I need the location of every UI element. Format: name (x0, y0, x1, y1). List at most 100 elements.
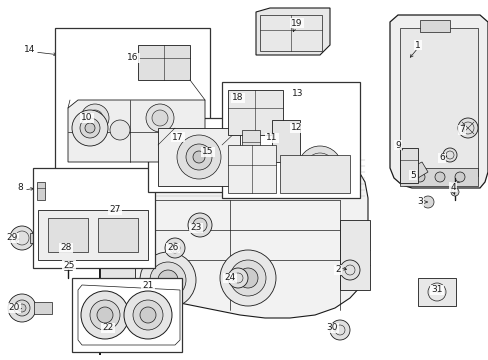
Circle shape (329, 320, 349, 340)
Bar (399, 28, 477, 176)
Text: 5: 5 (409, 171, 415, 180)
Text: 29: 29 (6, 234, 18, 243)
Circle shape (177, 135, 221, 179)
Text: 30: 30 (325, 324, 337, 333)
Text: 14: 14 (24, 45, 36, 54)
Circle shape (14, 300, 30, 316)
Circle shape (297, 146, 341, 190)
Text: 19: 19 (291, 18, 302, 27)
Bar (235, 95, 257, 127)
Bar (399, 168, 477, 186)
Circle shape (80, 118, 100, 138)
Text: 28: 28 (60, 243, 72, 252)
Text: 12: 12 (291, 123, 302, 132)
Text: 22: 22 (102, 324, 113, 333)
Circle shape (18, 304, 26, 312)
Bar (98, 218, 138, 252)
Circle shape (434, 172, 444, 182)
Bar (125, 208, 142, 218)
Circle shape (51, 234, 79, 262)
Circle shape (8, 294, 36, 322)
Bar (48, 218, 88, 252)
Text: 9: 9 (394, 140, 400, 149)
Bar (419, 20, 449, 32)
Circle shape (238, 268, 258, 288)
Bar (72, 278, 182, 352)
Text: 26: 26 (167, 243, 178, 252)
Circle shape (204, 145, 224, 165)
Bar (37, 182, 45, 200)
Bar (271, 120, 299, 162)
Text: 25: 25 (63, 261, 75, 270)
Text: 6: 6 (438, 153, 444, 162)
Circle shape (57, 240, 73, 256)
Bar (339, 220, 369, 290)
Circle shape (106, 201, 130, 225)
Circle shape (187, 213, 212, 237)
Text: 3: 3 (416, 198, 422, 207)
Bar (30, 233, 45, 243)
Circle shape (229, 260, 265, 296)
Bar (38, 210, 148, 260)
Circle shape (442, 148, 456, 162)
Bar (158, 128, 240, 186)
Text: 1: 1 (414, 40, 420, 49)
Circle shape (158, 270, 178, 290)
Text: 21: 21 (142, 280, 153, 289)
Circle shape (133, 300, 163, 330)
Circle shape (193, 218, 206, 232)
Circle shape (85, 123, 95, 133)
Circle shape (414, 172, 424, 182)
Text: 31: 31 (430, 285, 442, 294)
Circle shape (457, 118, 477, 138)
Circle shape (227, 268, 247, 288)
Bar (417, 278, 455, 306)
Polygon shape (389, 15, 487, 188)
Circle shape (193, 151, 204, 163)
Text: 2: 2 (334, 266, 340, 274)
Polygon shape (409, 162, 427, 178)
Text: 20: 20 (8, 303, 20, 312)
Circle shape (140, 252, 196, 308)
Bar (33, 168, 155, 268)
Circle shape (339, 260, 359, 280)
Bar (100, 255, 135, 315)
Text: 11: 11 (265, 134, 277, 143)
Bar (242, 130, 260, 158)
Polygon shape (100, 148, 367, 355)
Circle shape (90, 300, 120, 330)
Circle shape (124, 291, 172, 339)
Circle shape (87, 110, 103, 126)
Circle shape (81, 291, 129, 339)
Circle shape (110, 120, 130, 140)
Bar (227, 145, 275, 193)
Circle shape (111, 206, 125, 220)
Bar (55, 28, 209, 178)
Text: 4: 4 (449, 183, 455, 192)
Text: 10: 10 (81, 113, 93, 122)
Polygon shape (256, 8, 329, 55)
Circle shape (185, 144, 212, 170)
Text: 13: 13 (292, 89, 303, 98)
Bar (260, 15, 321, 51)
Text: 8: 8 (17, 184, 23, 193)
Text: 17: 17 (172, 132, 183, 141)
Text: 16: 16 (127, 54, 139, 63)
Bar (280, 155, 349, 193)
Circle shape (10, 226, 34, 250)
Text: 27: 27 (109, 206, 121, 215)
Circle shape (454, 172, 464, 182)
Circle shape (220, 250, 275, 306)
Circle shape (140, 307, 156, 323)
Circle shape (81, 104, 109, 132)
Bar (138, 45, 190, 80)
Circle shape (146, 104, 174, 132)
Circle shape (450, 188, 458, 196)
Text: 15: 15 (202, 148, 213, 157)
Bar (34, 302, 52, 314)
Circle shape (150, 262, 185, 298)
Bar (148, 118, 247, 192)
Circle shape (421, 196, 433, 208)
Bar (227, 90, 283, 135)
Circle shape (164, 238, 184, 258)
